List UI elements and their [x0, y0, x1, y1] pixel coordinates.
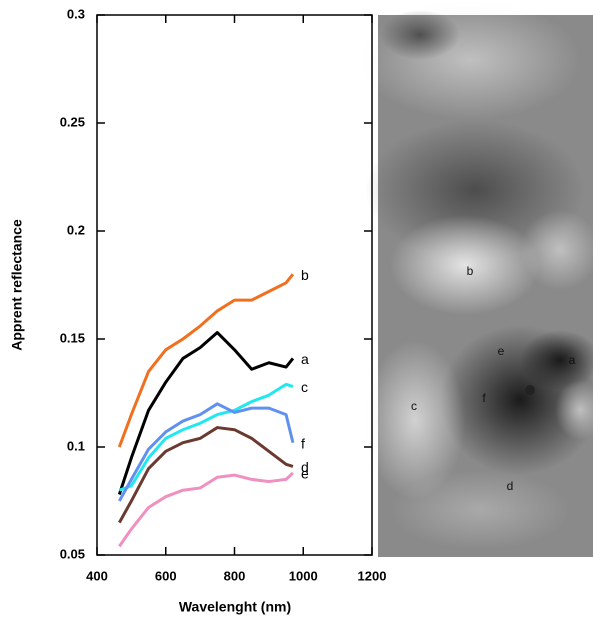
image-label: d [507, 479, 514, 493]
y-tick-label: 0.05 [60, 546, 85, 561]
y-tick-label: 0.3 [67, 6, 85, 21]
surface-image [360, 0, 593, 557]
y-tick-label: 0.25 [60, 114, 85, 129]
series-label: d [301, 459, 309, 475]
y-tick-label: 0.2 [67, 222, 85, 237]
x-axis-title: Wavelenght (nm) [179, 599, 291, 615]
series-line [118, 382, 294, 492]
y-tick-label: 0.15 [60, 330, 85, 345]
series-line [118, 426, 294, 524]
y-axis-title: Apprent reflectance [9, 219, 25, 351]
x-tick-label: 600 [155, 568, 177, 583]
image-label: f [482, 391, 486, 405]
image-label: e [498, 344, 505, 358]
series-line [117, 331, 295, 495]
x-tick-label: 400 [86, 568, 108, 583]
image-label: a [569, 353, 576, 367]
series-line [117, 273, 295, 448]
x-tick-label: 1200 [358, 568, 387, 583]
image-label: c [411, 399, 417, 413]
x-tick-label: 1000 [289, 568, 318, 583]
series-line [118, 402, 295, 502]
x-tick-label: 800 [224, 568, 246, 583]
y-tick-label: 0.1 [67, 438, 85, 453]
series-label: b [301, 267, 309, 283]
series-label: a [301, 351, 309, 367]
image-label: b [467, 264, 474, 278]
series-label: e [301, 466, 309, 482]
series-line [118, 471, 294, 548]
series-label: f [301, 435, 305, 451]
series-label: c [301, 379, 308, 395]
